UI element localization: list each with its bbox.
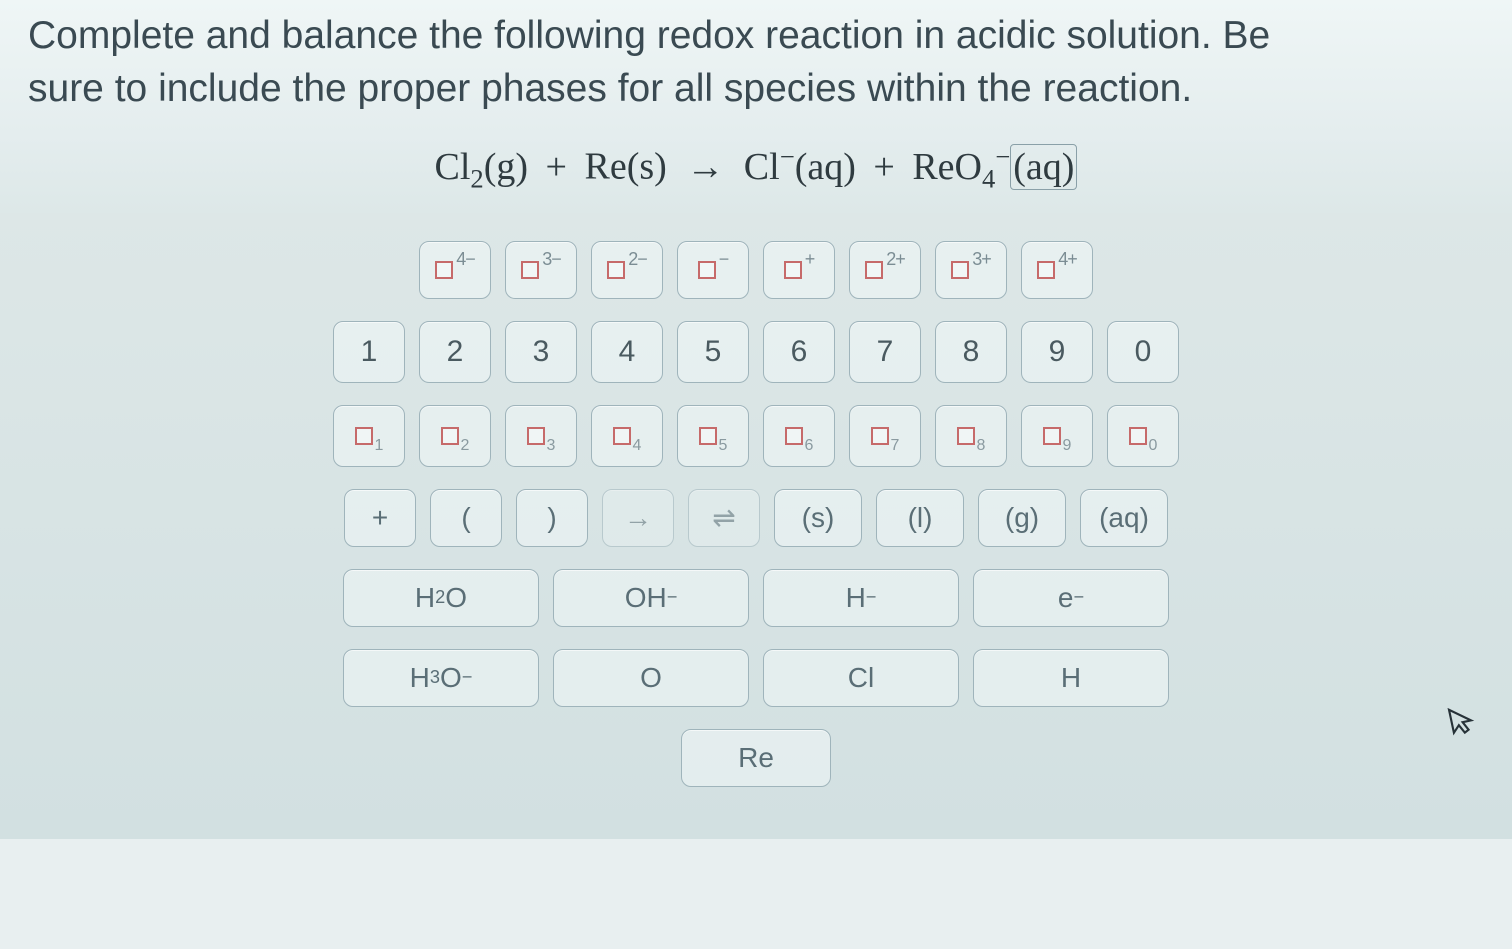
keypad-row-symbols: + ( ) → ⇌ (s) (l) (g) (aq) (0, 489, 1512, 547)
species-key-h2o[interactable]: H2O (343, 569, 539, 627)
species-key-h[interactable]: H (973, 649, 1169, 707)
phase-key-s[interactable]: (s) (774, 489, 862, 547)
sub-key-1[interactable]: 1 (333, 405, 405, 467)
placeholder-icon (784, 261, 802, 279)
placeholder-icon (441, 427, 459, 445)
equation-display: Cl2(g) + Re(s) → Cl−(aq) + ReO4−(aq) (0, 135, 1512, 212)
sym-key-lparen[interactable]: ( (430, 489, 502, 547)
sub-key-0[interactable]: 0 (1107, 405, 1179, 467)
charge-key-4minus[interactable]: 4− (419, 241, 491, 299)
eq-lhs1: Cl2(g) (435, 146, 529, 188)
num-key-6[interactable]: 6 (763, 321, 835, 383)
charge-key-2minus[interactable]: 2− (591, 241, 663, 299)
placeholder-icon (527, 427, 545, 445)
keypad-row-numbers: 1 2 3 4 5 6 7 8 9 0 (0, 321, 1512, 383)
charge-key-2plus[interactable]: 2+ (849, 241, 921, 299)
eq-rhs1: Cl−(aq) (744, 146, 856, 188)
charge-key-4plus[interactable]: 4+ (1021, 241, 1093, 299)
species-key-o[interactable]: O (553, 649, 749, 707)
placeholder-icon (699, 427, 717, 445)
question-prompt: Complete and balance the following redox… (0, 0, 1512, 135)
phase-key-g[interactable]: (g) (978, 489, 1066, 547)
species-key-h3o[interactable]: H3O− (343, 649, 539, 707)
placeholder-icon (1037, 261, 1055, 279)
placeholder-icon (435, 261, 453, 279)
charge-key-3minus[interactable]: 3− (505, 241, 577, 299)
species-key-oh[interactable]: OH− (553, 569, 749, 627)
charge-key-minus[interactable]: − (677, 241, 749, 299)
keypad-row-species-1: H2O OH− H− e− (0, 569, 1512, 627)
sym-key-plus[interactable]: + (344, 489, 416, 547)
sub-key-4[interactable]: 4 (591, 405, 663, 467)
charge-key-3plus[interactable]: 3+ (935, 241, 1007, 299)
num-key-7[interactable]: 7 (849, 321, 921, 383)
selected-phase-box: (aq) (1010, 144, 1077, 190)
sym-key-rparen[interactable]: ) (516, 489, 588, 547)
prompt-line-1: Complete and balance the following redox… (28, 14, 1270, 57)
num-key-4[interactable]: 4 (591, 321, 663, 383)
keypad-row-species-2: H3O− O Cl H (0, 649, 1512, 707)
eq-rhs2: ReO4−(aq) (912, 146, 1077, 188)
sub-key-7[interactable]: 7 (849, 405, 921, 467)
input-keypad: 4− 3− 2− − + 2+ 3+ 4+ 1 2 3 4 5 6 7 8 9 … (0, 213, 1512, 839)
placeholder-icon (1129, 427, 1147, 445)
keypad-row-charges: 4− 3− 2− − + 2+ 3+ 4+ (0, 241, 1512, 299)
species-key-hminus[interactable]: H− (763, 569, 959, 627)
species-key-electron[interactable]: e− (973, 569, 1169, 627)
eq-lhs2: Re(s) (584, 146, 666, 188)
prompt-line-2: sure to include the proper phases for al… (28, 67, 1192, 110)
sub-key-3[interactable]: 3 (505, 405, 577, 467)
placeholder-icon (698, 261, 716, 279)
species-key-cl[interactable]: Cl (763, 649, 959, 707)
num-key-9[interactable]: 9 (1021, 321, 1093, 383)
placeholder-icon (355, 427, 373, 445)
placeholder-icon (785, 427, 803, 445)
phase-key-aq[interactable]: (aq) (1080, 489, 1168, 547)
placeholder-icon (871, 427, 889, 445)
species-key-re[interactable]: Re (681, 729, 831, 787)
placeholder-icon (607, 261, 625, 279)
placeholder-icon (613, 427, 631, 445)
charge-key-plus[interactable]: + (763, 241, 835, 299)
placeholder-icon (951, 261, 969, 279)
num-key-0[interactable]: 0 (1107, 321, 1179, 383)
sub-key-2[interactable]: 2 (419, 405, 491, 467)
placeholder-icon (521, 261, 539, 279)
sub-key-9[interactable]: 9 (1021, 405, 1093, 467)
sub-key-8[interactable]: 8 (935, 405, 1007, 467)
num-key-8[interactable]: 8 (935, 321, 1007, 383)
sym-key-arrow[interactable]: → (602, 489, 674, 547)
num-key-1[interactable]: 1 (333, 321, 405, 383)
sym-key-equil[interactable]: ⇌ (688, 489, 760, 547)
keypad-row-subscripts: 1 2 3 4 5 6 7 8 9 0 (0, 405, 1512, 467)
sub-key-5[interactable]: 5 (677, 405, 749, 467)
num-key-3[interactable]: 3 (505, 321, 577, 383)
placeholder-icon (957, 427, 975, 445)
placeholder-icon (1043, 427, 1061, 445)
placeholder-icon (865, 261, 883, 279)
phase-key-l[interactable]: (l) (876, 489, 964, 547)
num-key-2[interactable]: 2 (419, 321, 491, 383)
sub-key-6[interactable]: 6 (763, 405, 835, 467)
keypad-row-species-3: Re (0, 729, 1512, 787)
num-key-5[interactable]: 5 (677, 321, 749, 383)
